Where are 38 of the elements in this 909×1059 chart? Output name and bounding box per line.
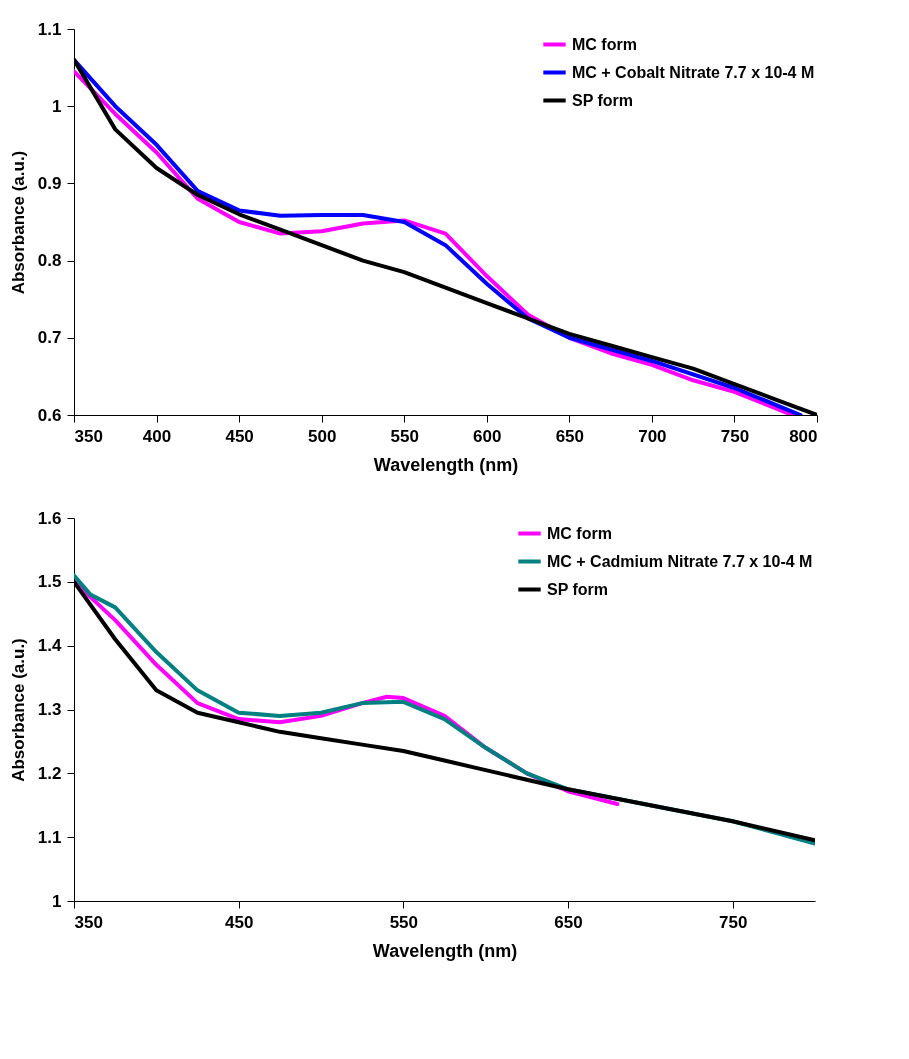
x-tick-label: 650 — [555, 426, 585, 446]
x-axis-title: Wavelength (nm) — [373, 454, 519, 475]
x-tick-label: 750 — [718, 912, 748, 932]
y-tick-label: 1.2 — [37, 763, 62, 783]
y-tick-label: 1.6 — [37, 508, 62, 528]
x-tick-label: 550 — [390, 426, 419, 446]
x-tick-label: 800 — [789, 426, 818, 446]
y-tick-label: 1 — [52, 96, 62, 116]
x-tick-label: 550 — [389, 912, 419, 932]
x-tick-label: 600 — [473, 426, 502, 446]
x-tick-label: 350 — [74, 426, 103, 446]
legend-label: SP form — [572, 91, 634, 109]
y-tick-label: 1 — [52, 891, 62, 911]
y-axis-title: Absorbance (a.u.) — [8, 638, 28, 782]
x-tick-label: 350 — [74, 912, 103, 932]
legend-label: MC + Cadmium Nitrate 7.7 x 10-4 M — [547, 552, 813, 570]
y-tick-label: 0.7 — [37, 328, 62, 348]
legend-label: SP form — [547, 580, 609, 598]
x-tick-label: 450 — [225, 426, 254, 446]
x-tick-label: 500 — [307, 426, 337, 446]
y-tick-label: 0.8 — [37, 251, 62, 271]
y-tick-label: 1.3 — [37, 700, 62, 719]
x-tick-label: 450 — [224, 912, 254, 932]
y-tick-label: 1.1 — [37, 827, 62, 847]
y-tick-label: 1.4 — [37, 636, 63, 656]
y-tick-label: 0.9 — [37, 173, 62, 193]
legend-label: MC form — [547, 524, 612, 542]
x-tick-label: 750 — [720, 426, 750, 446]
y-tick-label: 1.1 — [37, 19, 62, 39]
legend-label: MC + Cobalt Nitrate 7.7 x 10-4 M — [572, 63, 815, 81]
x-tick-label: 650 — [554, 912, 583, 932]
legend-label: MC form — [572, 35, 637, 53]
x-tick-label: 700 — [638, 426, 667, 446]
x-axis-title: Wavelength (nm) — [372, 940, 518, 961]
x-tick-label: 400 — [142, 426, 172, 446]
y-tick-label: 1.5 — [37, 572, 62, 592]
y-axis-title: Absorbance (a.u.) — [8, 150, 28, 295]
y-tick-label: 0.6 — [37, 405, 62, 425]
